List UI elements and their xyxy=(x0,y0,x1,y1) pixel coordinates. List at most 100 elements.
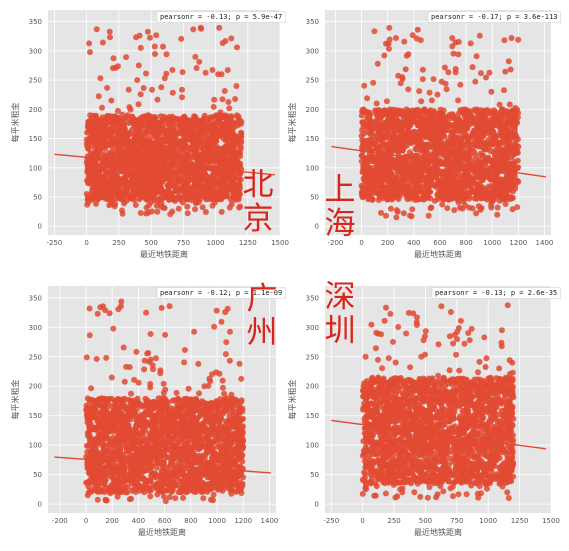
scatter-point xyxy=(100,118,107,125)
scatter-point xyxy=(442,180,449,187)
scatter-point xyxy=(222,38,229,44)
scatter-point xyxy=(196,138,203,145)
scatter-point xyxy=(441,128,448,135)
scatter-point xyxy=(152,51,158,57)
scatter-point xyxy=(237,203,244,210)
scatter-point xyxy=(405,51,412,58)
scatter-point xyxy=(228,201,235,208)
scatter-points xyxy=(83,24,245,218)
y-tick-label: 300 xyxy=(29,47,42,55)
x-tick-label: -250 xyxy=(46,239,62,247)
scatter-point xyxy=(163,51,170,58)
scatter-point xyxy=(89,177,96,184)
scatter-point xyxy=(459,205,466,212)
scatter-point xyxy=(486,69,493,76)
scatter-point xyxy=(117,127,124,134)
scatter-point xyxy=(421,166,428,173)
scatter-point xyxy=(95,93,102,100)
scatter-point xyxy=(457,81,464,88)
scatter-point xyxy=(375,181,382,188)
scatter-point xyxy=(193,133,200,140)
scatter-point xyxy=(444,205,451,212)
x-tick-label: 200 xyxy=(381,239,394,247)
scatter-point xyxy=(189,144,196,151)
scatter-point xyxy=(237,133,244,140)
scatter-point xyxy=(195,193,202,199)
scatter-point xyxy=(435,133,442,140)
scatter-point xyxy=(476,173,483,180)
scatter-point xyxy=(413,146,420,153)
scatter-point xyxy=(420,122,427,128)
scatter-point xyxy=(145,202,152,209)
scatter-point xyxy=(465,137,472,144)
scatter-point xyxy=(178,35,185,42)
scatter-point xyxy=(225,184,231,191)
scatter-point xyxy=(213,143,220,150)
scatter-point xyxy=(181,113,188,120)
scatter-point xyxy=(467,40,474,47)
scatter-point xyxy=(441,189,447,195)
scatter-point xyxy=(162,194,169,201)
y-tick-label: 350 xyxy=(306,18,319,26)
scatter-point xyxy=(389,139,396,146)
scatter-point xyxy=(179,69,186,76)
scatter-point xyxy=(433,172,440,178)
scatter-point xyxy=(161,156,168,163)
scatter-point xyxy=(480,159,487,166)
scatter-point xyxy=(366,181,373,188)
scatter-point xyxy=(490,159,496,166)
scatter-point xyxy=(167,127,174,134)
scatter-point xyxy=(426,125,433,132)
scatter-point xyxy=(132,184,139,191)
scatter-point xyxy=(218,145,225,152)
scatter-point xyxy=(388,133,395,140)
x-tick-label: 1250 xyxy=(239,239,257,247)
scatter-point xyxy=(111,168,118,175)
scatter-point xyxy=(386,170,393,177)
scatter-point xyxy=(204,180,211,187)
scatter-point xyxy=(213,156,220,163)
scatter-point xyxy=(160,138,167,145)
scatter-point xyxy=(369,196,376,203)
scatter-point xyxy=(104,113,111,119)
scatter-point xyxy=(131,177,138,184)
scatter-point xyxy=(401,123,407,130)
scatter-point xyxy=(462,168,469,175)
scatter-point xyxy=(160,116,166,123)
scatter-point xyxy=(400,171,407,178)
scatter-point xyxy=(502,68,509,75)
y-tick-label: 300 xyxy=(306,47,319,55)
scatter-point xyxy=(235,164,242,171)
scatter-point xyxy=(494,211,501,218)
scatter-point xyxy=(230,122,237,129)
scatter-point xyxy=(154,208,161,215)
scatter-point xyxy=(99,104,105,111)
scatter-point xyxy=(107,34,113,41)
scatter-point xyxy=(477,70,484,77)
scatter-point xyxy=(197,187,204,194)
scatter-point xyxy=(100,183,107,190)
scatter-point xyxy=(197,182,204,189)
scatter-point xyxy=(153,125,160,132)
scatter-point xyxy=(430,76,437,83)
x-tick-label: 1400 xyxy=(536,239,554,247)
scatter-point xyxy=(132,202,139,208)
scatter-point xyxy=(514,120,520,126)
scatter-point xyxy=(218,194,224,201)
scatter-point xyxy=(218,159,225,166)
y-tick-label: 0 xyxy=(38,223,42,231)
scatter-point xyxy=(481,192,488,199)
scatter-point xyxy=(208,142,215,149)
scatter-point xyxy=(230,178,237,185)
scatter-point xyxy=(168,193,174,200)
scatter-point xyxy=(456,151,462,158)
scatter-point xyxy=(119,210,126,217)
scatter-point xyxy=(169,143,176,150)
scatter-point xyxy=(409,206,416,213)
scatter-point xyxy=(166,188,173,195)
scatter-point xyxy=(101,158,108,165)
scatter-point xyxy=(94,175,101,182)
scatter-point xyxy=(192,149,199,156)
scatter-point xyxy=(165,169,172,175)
scatter-point xyxy=(387,205,394,212)
